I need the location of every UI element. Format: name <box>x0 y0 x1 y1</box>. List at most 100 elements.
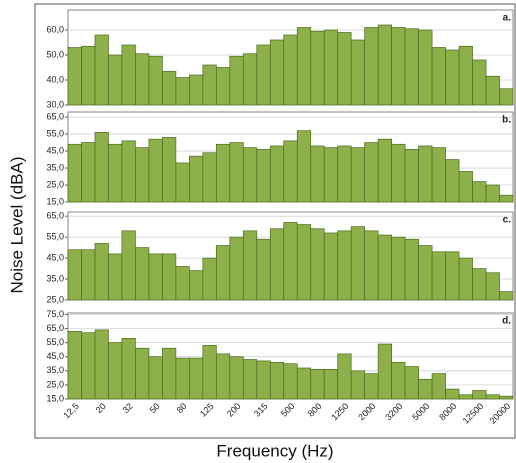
x-tick-label: 200 <box>225 401 243 419</box>
bar <box>431 47 446 106</box>
bar <box>67 249 82 301</box>
bar <box>391 361 406 400</box>
bar <box>162 137 177 203</box>
bar <box>404 366 419 400</box>
bar <box>431 147 446 203</box>
bar <box>337 145 352 203</box>
x-axis-title: Frequency (Hz) <box>216 441 333 460</box>
bar <box>391 27 406 106</box>
bar <box>323 232 339 301</box>
bar <box>269 145 285 203</box>
bar <box>350 226 366 301</box>
x-tick-label: 32 <box>121 401 135 415</box>
bar <box>242 147 258 203</box>
bar <box>215 67 231 106</box>
bar <box>108 143 123 203</box>
bar <box>175 266 190 301</box>
bar <box>310 369 325 400</box>
bar <box>229 356 244 400</box>
y-tick-label: 35,0 <box>46 162 64 172</box>
bar <box>256 238 271 301</box>
bar <box>472 59 487 106</box>
y-tick-label: 55,0 <box>46 337 64 347</box>
bar <box>81 249 96 301</box>
bar <box>67 330 82 400</box>
bar <box>499 194 514 203</box>
y-axis-title: Noise Level (dBA) <box>7 156 26 293</box>
bar <box>121 44 136 106</box>
x-tick-label: 12,5 <box>61 401 80 420</box>
bar <box>269 228 285 301</box>
bar <box>108 54 123 106</box>
bar <box>310 30 325 106</box>
bar <box>148 253 163 301</box>
x-tick-label: 800 <box>306 401 324 419</box>
bar <box>81 45 96 106</box>
bar <box>323 29 339 106</box>
panel-title: a. <box>503 13 512 24</box>
bar <box>296 27 312 106</box>
y-tick-label: 30,0 <box>46 99 64 109</box>
bar <box>215 245 231 301</box>
y-tick-label: 45,0 <box>46 252 64 262</box>
y-tick-label: 65,0 <box>46 211 64 221</box>
bar <box>81 142 96 203</box>
y-tick-label: 35,0 <box>46 273 64 283</box>
bar <box>256 360 271 400</box>
bar <box>418 378 433 400</box>
bar <box>377 24 392 106</box>
bar <box>202 64 217 106</box>
bar <box>364 373 379 400</box>
bar <box>94 329 109 400</box>
bar <box>121 338 136 400</box>
bar <box>175 77 190 106</box>
bar <box>215 353 231 400</box>
y-tick-label: 15,0 <box>46 196 64 206</box>
bar <box>445 159 460 203</box>
bar <box>108 342 123 400</box>
bar <box>458 171 473 203</box>
bar <box>283 34 298 106</box>
panel-title: d. <box>502 316 511 327</box>
bar <box>418 145 433 203</box>
bar <box>377 234 392 301</box>
bar <box>202 257 217 301</box>
bar <box>283 363 298 400</box>
bar <box>215 143 231 203</box>
bar <box>364 230 379 301</box>
bar <box>148 55 163 106</box>
bar <box>445 49 460 106</box>
bar <box>108 253 123 301</box>
bar <box>189 270 204 301</box>
bar <box>472 268 487 301</box>
bar <box>418 29 433 106</box>
bar <box>67 143 82 203</box>
bar <box>135 53 150 106</box>
bar <box>296 224 312 301</box>
bar <box>229 236 244 301</box>
y-tick-label: 35,0 <box>46 365 64 375</box>
x-tick-label: 5000 <box>410 401 431 422</box>
bar <box>135 347 150 400</box>
bar <box>472 390 487 400</box>
bar <box>458 45 473 106</box>
y-tick-label: 55,0 <box>46 128 64 138</box>
x-tick-label: 3200 <box>383 401 404 422</box>
bar <box>256 149 271 203</box>
bar <box>256 44 271 106</box>
bar <box>269 39 285 106</box>
bar <box>269 361 285 400</box>
bar <box>175 357 190 400</box>
bar <box>445 388 460 400</box>
bar <box>391 143 406 203</box>
bar <box>364 27 379 106</box>
x-tick-label: 20000 <box>488 401 513 426</box>
y-tick-label: 45,0 <box>46 145 64 155</box>
bar <box>337 353 352 400</box>
bar <box>391 236 406 301</box>
y-tick-label: 25,0 <box>46 179 64 189</box>
bar <box>135 247 150 301</box>
bar <box>296 130 312 203</box>
frame <box>34 3 516 439</box>
